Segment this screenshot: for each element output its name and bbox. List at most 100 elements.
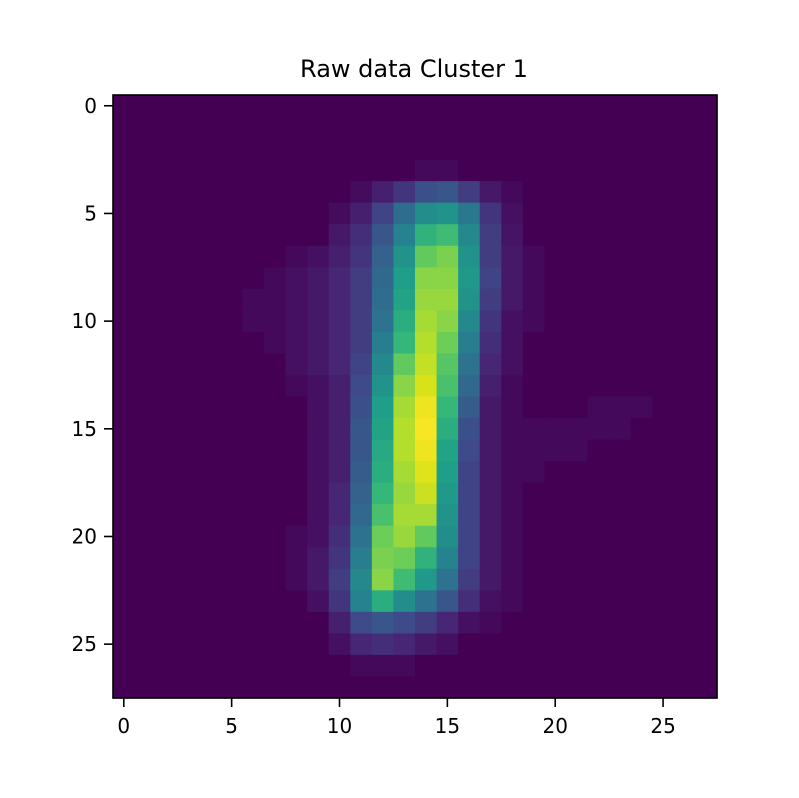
heatmap-cell [673,396,697,419]
heatmap-cell [630,353,653,376]
heatmap-cell [415,95,438,118]
heatmap-cell [415,224,438,247]
heatmap-cell [156,202,179,225]
heatmap-cell [458,267,481,290]
heatmap-cell [220,676,244,699]
x-tick-label: 5 [225,714,238,738]
heatmap-cell [587,461,610,484]
heatmap-cell [501,482,524,505]
x-tick-label: 0 [117,714,130,738]
heatmap-cell [285,568,308,591]
heatmap-cell [415,159,438,182]
heatmap-cell [371,181,395,204]
heatmap-cell [220,202,244,225]
heatmap-cell [695,633,718,656]
heatmap-cell [156,439,179,462]
heatmap-cell [458,116,481,139]
heatmap-cell [630,547,653,570]
heatmap-cell [328,267,351,290]
heatmap-cell [436,461,459,484]
heatmap-cell [285,95,308,118]
heatmap-cell [479,310,502,333]
heatmap-cell [479,568,502,591]
heatmap-cell [479,482,502,505]
heatmap-cell [479,116,502,139]
heatmap-cell [307,267,330,290]
heatmap-cell [177,418,200,441]
heatmap-cell [264,611,287,634]
heatmap-cell [415,418,438,441]
heatmap-cell [501,504,524,527]
heatmap-cell [177,116,200,139]
heatmap-cell [307,547,330,570]
heatmap-cell [436,547,459,570]
heatmap-cell [393,633,416,656]
heatmap-cell [220,116,244,139]
heatmap-cell [415,676,438,699]
heatmap-cell [134,310,157,333]
y-tick-label: 25 [72,632,97,656]
heatmap-cell [113,461,136,484]
heatmap-cell [156,181,179,204]
heatmap-cell [544,116,567,139]
heatmap-cell [479,224,502,247]
heatmap-cell [652,525,675,548]
heatmap-cell [134,504,157,527]
heatmap-cell [522,590,546,613]
heatmap-cell [264,547,287,570]
heatmap-cell [134,439,157,462]
heatmap-cell [673,439,697,462]
heatmap-cell [307,654,330,678]
heatmap-cell [501,245,524,268]
heatmap-cell [522,676,546,699]
heatmap-cell [371,461,395,484]
heatmap-cell [285,245,308,268]
heatmap-cell [328,547,351,570]
heatmap-cell [458,611,481,634]
heatmap-cell [436,353,459,376]
chart-title: Raw data Cluster 1 [300,55,528,83]
heatmap-cell [134,568,157,591]
heatmap-cell [371,267,395,290]
heatmap-cell [609,353,632,376]
heatmap-cell [242,568,265,591]
heatmap-cell [328,611,351,634]
heatmap-cell [587,116,610,139]
heatmap-cell [436,159,459,182]
heatmap-cell [393,288,416,311]
heatmap-cell [415,654,438,678]
heatmap-cell [479,590,502,613]
heatmap-cell [673,138,697,161]
heatmap-cell [630,331,653,355]
heatmap-cell [220,138,244,161]
heatmap-cell [566,331,589,355]
heatmap-cell [695,504,718,527]
heatmap-cell [673,568,697,591]
heatmap-cell [242,138,265,161]
heatmap-cell [609,461,632,484]
heatmap-cell [371,288,395,311]
heatmap-cell [242,590,265,613]
heatmap-cell [393,654,416,678]
heatmap-cell [501,224,524,247]
heatmap-cell [695,525,718,548]
heatmap-cell [328,331,351,355]
heatmap-cell [113,482,136,505]
heatmap-cell [134,676,157,699]
heatmap-cell [393,504,416,527]
heatmap-cell [220,224,244,247]
heatmap-cell [199,202,222,225]
heatmap-cell [587,159,610,182]
heatmap-cell [134,181,157,204]
heatmap-cell [156,331,179,355]
heatmap-cell [371,482,395,505]
y-tick-label: 15 [72,417,97,441]
heatmap-cell [113,353,136,376]
heatmap-cell [587,181,610,204]
heatmap-cell [328,439,351,462]
heatmap-cell [393,590,416,613]
heatmap-cell [415,568,438,591]
heatmap-cell [328,116,351,139]
heatmap-cell [652,418,675,441]
